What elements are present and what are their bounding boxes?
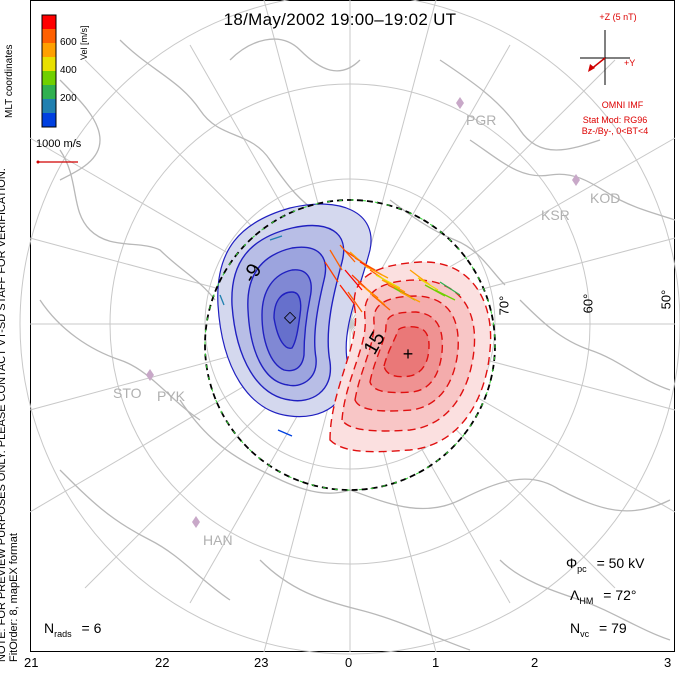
coastlines [39,38,676,651]
coord-label: MLT coordinates [4,44,15,118]
imf-source: OMNI IMF [601,100,644,110]
positive-cell: + [329,261,492,453]
legend-tick-200: 200 [60,93,77,104]
site-kod: KOD [590,190,621,206]
velocity-colorbar[interactable] [41,14,57,128]
lat-label-50: 50° [658,289,674,310]
colorbar-segment [42,57,56,72]
imf-z-label: +Z (5 nT) [599,12,637,22]
colorbar-segment [42,43,56,58]
site-pgr: PGR [466,112,497,128]
legend-title: Vel [m/s] [79,25,89,60]
site-ksr: KSR [541,207,570,223]
station-markers [146,97,580,528]
colorbar-segment [42,29,56,44]
colorbar-border [41,14,57,128]
mlt-tick-21: 21 [24,655,39,670]
negative-cell: ◇ [217,203,372,418]
mlt-tick-23: 23 [254,655,269,670]
mlt-tick-2: 2 [531,655,539,670]
imf-dial [580,30,630,85]
lat-label-60: 60° [580,293,596,314]
imf-stat-mod: Stat Mod: RG96 [582,115,648,125]
imf-condition: Bz-/By-, 0<BT<4 [581,126,649,136]
stat-lambda-hm: ΛHM = 72° [570,587,637,606]
lat-label-70: 70° [496,295,512,316]
mlt-tick-0: 0 [345,655,353,670]
mlt-tick-1: 1 [432,655,440,670]
imf-y-label: +Y [624,58,636,68]
preview-note: NOTE: FOR PREVIEW PURPOSES ONLY. PLEASE … [0,168,8,662]
lat-circle-50 [19,0,680,655]
hm-boundary-vectors [204,199,496,491]
site-pyk: PYK [157,388,186,404]
site-sto: STO [113,385,142,401]
mlt-tick-22: 22 [155,655,170,670]
colorbar-segment [42,113,56,128]
stat-phi-pc: Φpc = 50 kV [566,555,645,574]
colorbar-segment [42,71,56,86]
map-frame [30,0,675,652]
legend-tick-600: 600 [60,37,77,48]
colorbar-segment [42,99,56,114]
colorbar-segment [42,15,56,30]
stat-n-rads: Nrads = 6 [44,620,102,639]
site-han: HAN [203,532,233,548]
mlt-tick-3: 3 [664,655,672,670]
svg-text:◇: ◇ [284,309,297,326]
side-note: NOTE: FOR PREVIEW PURPOSES ONLY. PLEASE … [0,22,20,662]
legend-tick-400: 400 [60,65,77,76]
scale-label: 1000 m/s [36,138,82,150]
colorbar-segment [42,85,56,100]
plot-title: 18/May/2002 19:00–19:02 UT [223,10,457,29]
velocity-vectors [219,235,461,437]
fit-order-note: FitOrder: 8, mapEX format [8,533,20,662]
svg-text:+: + [403,344,414,364]
stat-n-vc: Nvc = 79 [570,620,627,639]
